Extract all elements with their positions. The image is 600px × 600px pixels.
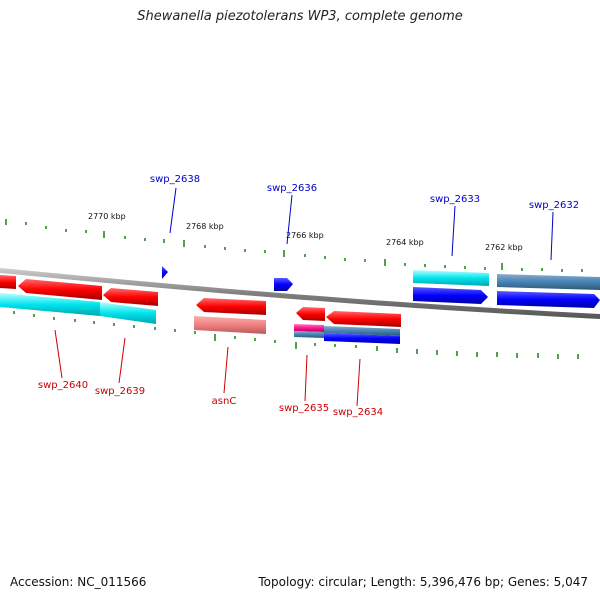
gene-swp-2638-arrow[interactable]: [162, 266, 168, 279]
gene-swp-2634-blue[interactable]: [324, 333, 400, 344]
gene-swp-2633-arrow[interactable]: [413, 287, 488, 304]
label-swp-2639[interactable]: swp_2639: [95, 386, 145, 397]
scale-label-2768: 2768 kbp: [186, 222, 224, 231]
gene-swp-2639-cyan[interactable]: [100, 302, 156, 324]
gene-swp-2635-steel[interactable]: [294, 331, 324, 338]
reverse-strand: [0, 275, 401, 344]
gene-asnc-arrow[interactable]: [196, 298, 266, 315]
gene-asnc-light[interactable]: [194, 316, 266, 334]
forward-leader-lines: [169, 187, 554, 261]
accession-text: Accession: NC_011566: [10, 575, 147, 589]
gene-swp-2633-cyan[interactable]: [413, 270, 489, 286]
label-swp-2636[interactable]: swp_2636: [267, 183, 317, 194]
label-swp-2635[interactable]: swp_2635: [279, 403, 329, 414]
gene-swp-2635-magenta[interactable]: [294, 324, 324, 332]
lower-tick-ring: [13, 311, 579, 359]
scale-label-2764: 2764 kbp: [386, 238, 424, 247]
gene-swp-2636-arrow[interactable]: [274, 278, 293, 291]
scale-label-2766: 2766 kbp: [286, 231, 324, 240]
genome-backbone: [0, 268, 600, 319]
gene-swp-2634-arrow[interactable]: [326, 311, 401, 327]
gene-swp-2632-arrow[interactable]: [497, 291, 600, 308]
label-swp-2632[interactable]: swp_2632: [529, 200, 579, 211]
upper-tick-ring: [5, 219, 583, 272]
gene-swp-2640-cyan[interactable]: [0, 293, 100, 316]
map-title: Shewanella piezotolerans WP3, complete g…: [137, 9, 463, 24]
label-asnc[interactable]: asnC: [212, 396, 237, 407]
gene-swp-2635-arrow[interactable]: [296, 307, 325, 321]
gene-edge-left-red[interactable]: [0, 275, 16, 289]
gene-swp-2634-steel[interactable]: [324, 326, 400, 336]
gene-swp-2640-arrow[interactable]: [18, 279, 102, 300]
label-swp-2633[interactable]: swp_2633: [430, 194, 480, 205]
scale-label-2762: 2762 kbp: [485, 243, 523, 252]
scale-label-2770: 2770 kbp: [88, 212, 126, 221]
gene-swp-2639-arrow[interactable]: [103, 288, 158, 306]
reverse-leader-lines: [54, 329, 361, 407]
genome-summary-text: Topology: circular; Length: 5,396,476 bp…: [258, 575, 588, 589]
label-swp-2638[interactable]: swp_2638: [150, 174, 200, 185]
forward-strand: [162, 266, 600, 308]
gene-swp-2632-steel[interactable]: [497, 274, 600, 290]
label-swp-2634[interactable]: swp_2634: [333, 407, 383, 418]
label-swp-2640[interactable]: swp_2640: [38, 380, 88, 391]
